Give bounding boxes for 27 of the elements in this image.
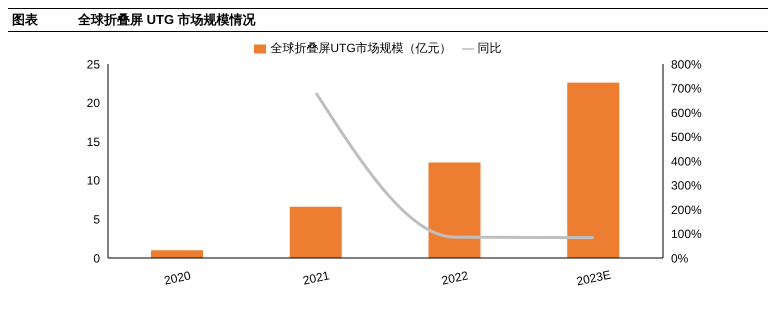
y2-tick-label: 400% [671,154,702,168]
bar [567,82,620,258]
x-tick-label: 2021 [302,268,331,288]
y-tick-label: 5 [93,212,100,226]
y-tick-label: 25 [86,57,100,72]
y2-tick-label: 300% [671,178,702,193]
y2-tick-label: 100% [671,227,702,242]
y-tick-label: 10 [86,174,100,188]
bar [428,162,480,258]
legend-label: 同比 [478,41,502,55]
chart-title: 图表 [12,11,38,29]
y2-tick-label: 0% [671,251,689,266]
y-tick-label: 20 [86,96,100,110]
y2-tick-label: 600% [671,106,702,120]
x-tick-label: 2020 [162,268,192,288]
chart-subtitle: 全球折叠屏 UTG 市场规模情况 [78,11,256,29]
x-tick-label: 2023E [575,268,612,288]
y2-tick-label: 500% [671,130,702,144]
y-tick-label: 0 [93,251,100,266]
x-tick-label: 2022 [440,268,470,288]
y2-tick-label: 700% [671,82,702,96]
y-tick-label: 15 [86,134,100,149]
legend-label: 全球折叠屏UTG市场规模（亿元） [270,41,452,55]
y2-tick-label: 200% [671,202,702,217]
bar [151,250,203,258]
y2-tick-label: 800% [671,57,702,72]
bar [290,206,342,258]
